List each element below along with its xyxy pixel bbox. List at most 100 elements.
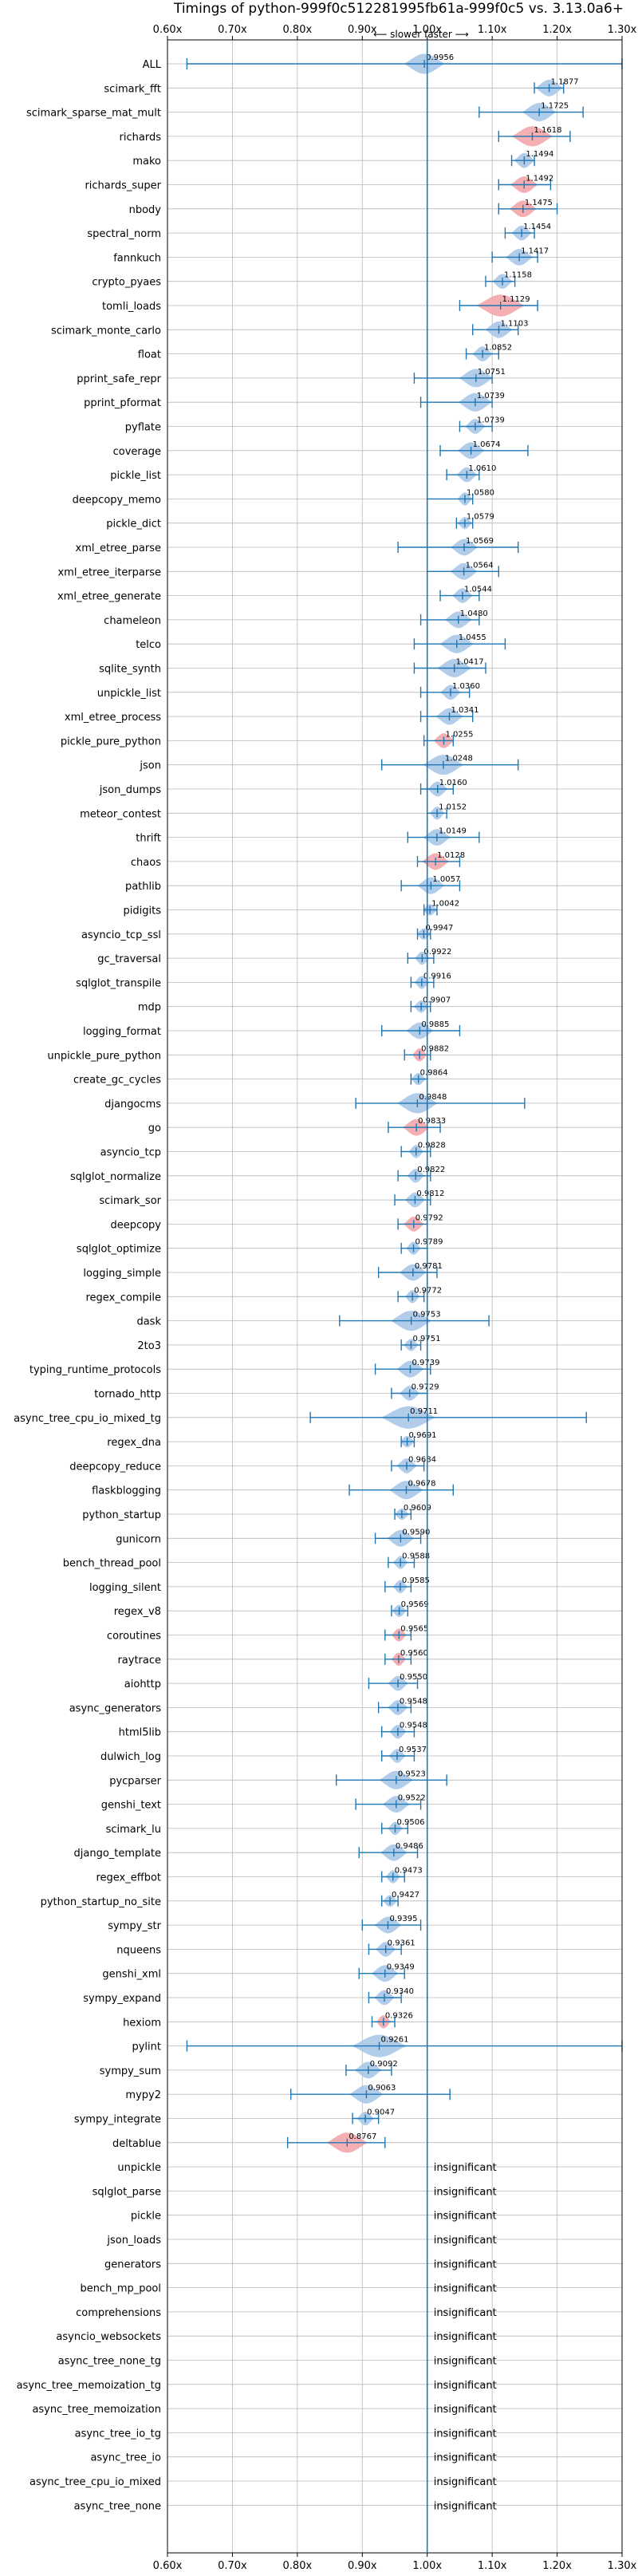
data-value-label: 1.0569 [466,537,494,546]
data-value-label: 0.9063 [368,2084,396,2093]
data-value-label: 0.9560 [400,1649,428,1658]
benchmark-label: aiohttp [124,1679,161,1690]
benchmark-label: pathlib [125,881,161,893]
data-value-label: 0.9684 [408,1455,436,1464]
data-value-label: 0.9537 [399,1746,427,1754]
data-value-label: 0.9739 [412,1359,439,1367]
benchmark-label: djangocms [104,1099,161,1110]
data-value-label: 1.0580 [467,488,494,497]
x-tick-label-bottom: 0.70x [218,2560,247,2572]
benchmark-label: logging_simple [83,1268,161,1280]
data-value-label: 0.9395 [389,1915,417,1923]
benchmark-label: html5lib [119,1727,161,1739]
data-value-label: 1.0128 [437,851,465,860]
chart-title: Timings of python-999f0c512281995fb61a-9… [173,1,624,17]
benchmark-label: scimark_lu [106,1824,161,1836]
data-value-label: 0.9486 [396,1842,423,1851]
benchmark-label: async_tree_none [74,2500,161,2512]
data-value-label: 0.9956 [426,53,454,62]
data-value-label: 0.9691 [409,1431,437,1440]
benchmark-label: sympy_sum [100,2065,161,2077]
benchmark-label: regex_compile [85,1292,161,1304]
data-value-label: 0.9833 [418,1117,446,1126]
data-value-label: 0.9523 [398,1769,426,1778]
data-value-label: 0.9349 [387,1963,415,1972]
benchmark-label: xml_etree_iterparse [57,566,161,578]
benchmark-label: tomli_loads [102,301,161,313]
benchmark-label: deepcopy [110,1219,161,1231]
data-value-label: 0.9882 [421,1044,449,1053]
benchmark-label: comprehensions [76,2307,161,2319]
benchmark-label: json_loads [106,2235,161,2247]
data-value-label: 1.1129 [502,295,530,304]
data-value-label: 0.9864 [420,1069,448,1078]
data-value-label: 1.0255 [445,730,473,739]
data-value-label: 0.9548 [400,1697,427,1706]
benchmark-label: sympy_expand [83,1993,161,2005]
benchmark-label: async_tree_cpu_io_mixed_tg [14,1413,161,1425]
data-value-label: 1.0042 [431,900,459,909]
benchmark-label: hexiom [123,2017,161,2029]
benchmark-label: scimark_sparse_mat_mult [26,108,161,120]
data-value-label: 0.9522 [398,1794,426,1803]
violin-layer [186,53,623,2153]
data-value-label: 1.1158 [504,271,532,280]
benchmark-label: nqueens [116,1944,161,1956]
data-value-label: 1.0852 [484,344,512,353]
benchmark-label: float [138,349,161,361]
data-value-label: 1.0341 [451,706,478,715]
insignificant-label: insignificant [434,2380,497,2392]
benchmark-label: asyncio_tcp [100,1147,161,1159]
data-value-label: 1.1492 [526,175,553,183]
benchmark-label: flaskblogging [92,1485,161,1497]
benchmark-label: regex_effbot [96,1872,161,1884]
data-value-label: 1.0739 [477,416,505,425]
data-value-label: 1.0610 [468,464,496,473]
x-tick-label-bottom: 1.00x [412,2560,442,2572]
data-value-label: 0.9590 [402,1528,430,1537]
benchmark-label: mypy2 [125,2089,161,2101]
x-tick-label-bottom: 1.30x [608,2560,637,2572]
x-tick-label-top: 1.10x [478,24,507,36]
x-tick-label-bottom: 0.90x [348,2560,377,2572]
benchmark-label: pprint_pformat [84,397,161,409]
data-value-label: 1.0751 [478,368,506,377]
data-value-label: 1.1103 [501,319,529,328]
x-tick-label-bottom: 1.10x [478,2560,507,2572]
x-tick-label-top: 0.60x [153,24,183,36]
benchmark-label: async_tree_memoization_tg [17,2380,161,2392]
data-value-label: 0.9609 [404,1504,431,1513]
data-value-label: 1.1475 [525,199,553,207]
benchmark-label: raytrace [117,1655,161,1667]
data-value-label: 0.9340 [386,1987,414,1996]
benchmark-label: typing_runtime_protocols [30,1364,161,1376]
benchmark-label: pickle_list [110,470,161,482]
benchmark-label: bench_mp_pool [80,2283,161,2295]
insignificant-label: insignificant [434,2356,497,2368]
data-value-label: 1.1417 [521,247,549,255]
data-value-label: 0.9326 [385,2011,413,2020]
benchmark-label: telco [136,639,161,651]
benchmark-label: pickle [131,2211,161,2223]
benchmark-label: xml_etree_generate [57,591,161,603]
data-value-label: 0.9789 [415,1238,443,1247]
benchmark-label: deepcopy_reduce [69,1461,161,1473]
benchmark-label: pyflate [125,422,161,434]
data-value-label: 0.9822 [417,1166,445,1174]
insignificant-label: insignificant [434,2258,497,2270]
benchmark-label: bench_thread_pool [63,1558,161,1570]
axis-layer: 0.60x 0.60x 0.70x 0.70x 0.80x 0.80x 0.90x 0.90x… [153,24,637,2572]
benchmark-label: sqlglot_optimize [77,1244,161,1256]
x-tick-label-top: 0.90x [348,24,377,36]
label-layer: 0.9956 ALL 1.1877 scimark_fft 1.1725 scimark_… [14,53,578,2512]
benchmark-label: async_tree_none_tg [58,2356,161,2368]
data-value-label: 1.0480 [460,609,488,618]
data-value-label: 0.8767 [349,2132,376,2141]
benchmark-label: pycparser [109,1775,161,1787]
benchmark-label: scimark_sor [99,1195,161,1207]
benchmark-label: ALL [143,59,162,71]
data-value-label: 0.9916 [423,972,451,980]
data-value-label: 0.9427 [392,1891,419,1899]
x-tick-label-bottom: 0.60x [153,2560,183,2572]
chart-subtitle: ⟵ slower faster ⟶ [373,29,469,40]
